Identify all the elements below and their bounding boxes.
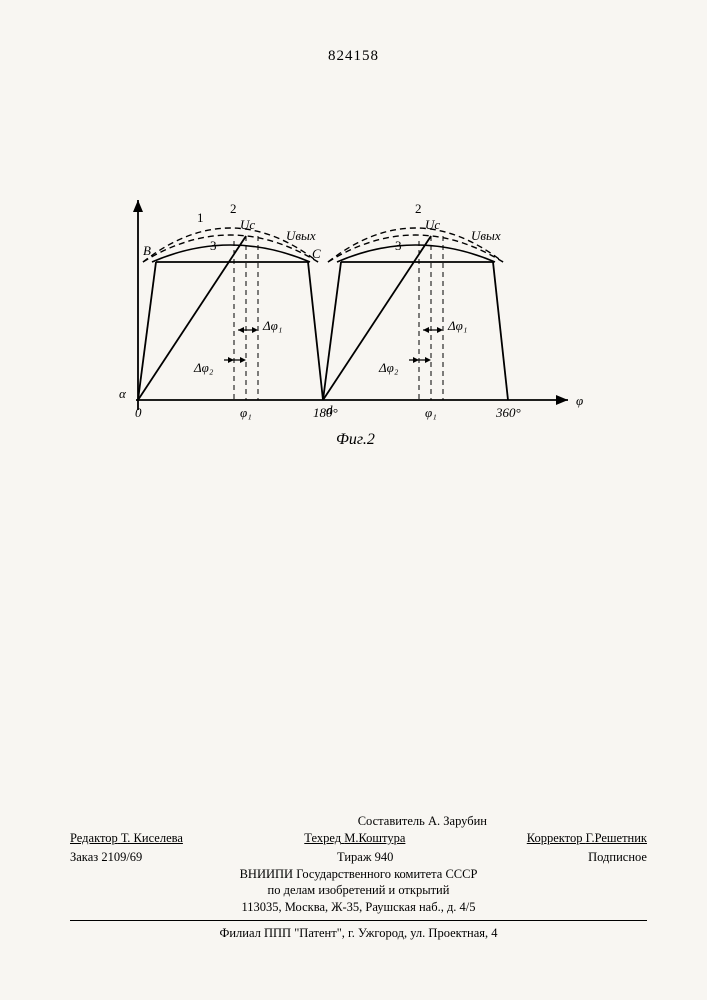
uc-label-right: Uс — [425, 217, 440, 232]
branch-line: Филиал ППП "Патент", г. Ужгород, ул. Про… — [70, 925, 647, 942]
dphi2-right: Δφ₂ — [378, 360, 399, 375]
axis-x-label: φ — [576, 393, 583, 408]
dphi1-left: Δφ₁ — [262, 318, 282, 333]
compiler-label: Составитель — [358, 814, 425, 828]
dphi1-right: Δφ₁ — [447, 318, 467, 333]
xtick-phi1-left: φ₁ — [240, 405, 252, 420]
subscription-label: Подписное — [588, 849, 647, 866]
curve-2-label-left: 2 — [230, 201, 237, 216]
curve-3-label-left: 3 — [210, 238, 217, 253]
address: 113035, Москва, Ж-35, Раушская наб., д. … — [70, 899, 647, 916]
uout-label-left: Uвых — [286, 228, 316, 243]
patent-number: 824158 — [0, 48, 707, 65]
circulation-label: Тираж — [337, 850, 371, 864]
corner-C: C — [312, 246, 321, 261]
tech-label: Техред — [304, 831, 341, 845]
xtick-360: 360° — [495, 405, 521, 420]
org-line1: ВНИИПИ Государственного комитета СССР — [70, 866, 647, 883]
editor-label: Редактор — [70, 831, 118, 845]
order-number: 2109/69 — [101, 850, 142, 864]
order-label: Заказ — [70, 850, 98, 864]
corner-d: d — [326, 402, 333, 417]
curve-3-label-right: 3 — [395, 238, 402, 253]
curve-2-label-right: 2 — [415, 201, 422, 216]
editor-name: Т. Киселева — [121, 831, 183, 845]
corrector-name: Г.Решетник — [586, 831, 647, 845]
corner-B: B — [143, 243, 151, 258]
org-line2: по делам изобретений и открытий — [70, 882, 647, 899]
compiler-name: А. Зарубин — [428, 814, 487, 828]
imprint-block: Составитель А. Зарубин Редактор Т. Кисел… — [70, 813, 647, 942]
figure-2: α φ 0 φ₁ 180° φ₁ 360° 1 2 3 Uс Uвых 2 3 … — [108, 200, 598, 480]
xtick-0: 0 — [135, 405, 142, 420]
xtick-phi1-right: φ₁ — [425, 405, 437, 420]
circulation-number: 940 — [375, 850, 394, 864]
dphi2-left: Δφ₂ — [193, 360, 214, 375]
axis-y-label: α — [119, 386, 127, 401]
tech-name: М.Коштура — [344, 831, 405, 845]
figure-caption: Фиг.2 — [336, 431, 375, 448]
uout-label-right: Uвых — [471, 228, 501, 243]
corrector-label: Корректор — [527, 831, 583, 845]
uc-label-left: Uс — [240, 217, 255, 232]
curve-1-label: 1 — [197, 210, 204, 225]
